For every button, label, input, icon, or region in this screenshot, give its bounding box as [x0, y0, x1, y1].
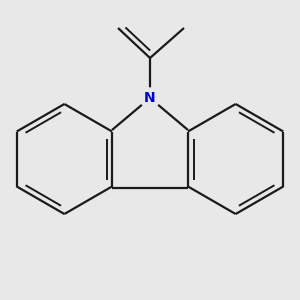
Circle shape: [140, 88, 160, 108]
Text: N: N: [144, 91, 156, 105]
